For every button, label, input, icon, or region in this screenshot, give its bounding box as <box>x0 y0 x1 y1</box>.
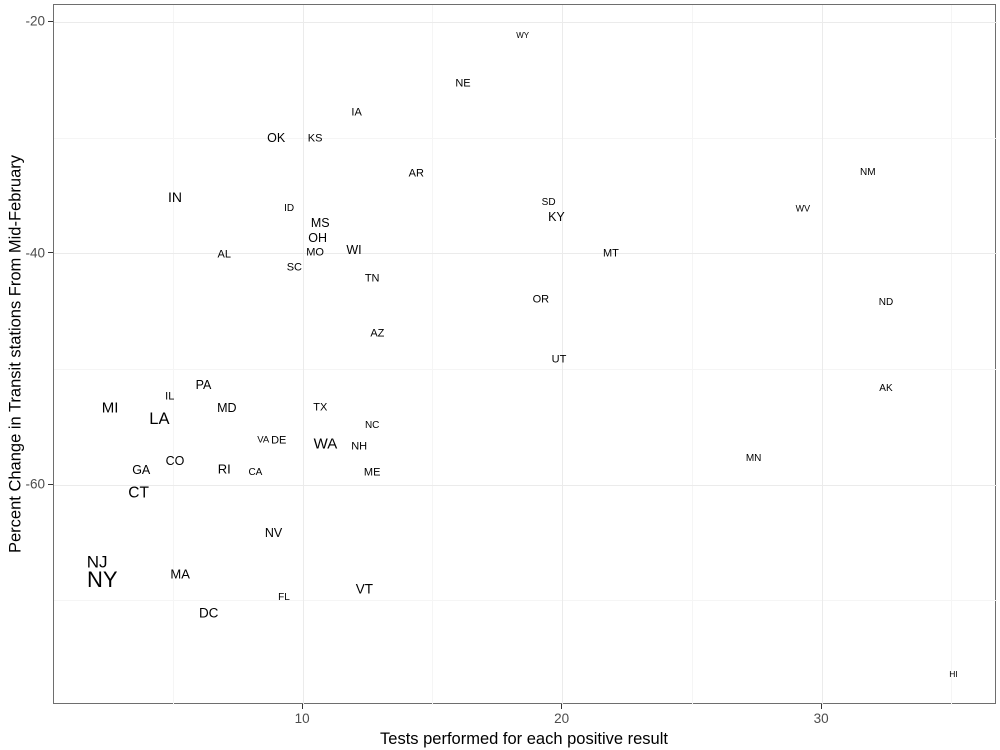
data-point-label-in: IN <box>167 189 182 206</box>
data-point-label-pa: PA <box>195 377 212 392</box>
y-axis-tick <box>48 20 53 22</box>
data-point-label-ct: CT <box>128 484 149 502</box>
data-point-label-co: CO <box>165 453 185 468</box>
data-point-label-ia: IA <box>351 106 362 119</box>
gridline-y-minor <box>54 137 997 139</box>
data-point-label-mo: MO <box>306 246 324 259</box>
x-axis-tick-label: 30 <box>813 711 829 726</box>
data-point-label-sd: SD <box>541 197 556 208</box>
data-point-label-mt: MT <box>602 247 619 260</box>
gridline-x-minor <box>951 5 953 705</box>
data-point-label-nv: NV <box>264 525 283 540</box>
data-point-label-hi: HI <box>949 668 958 679</box>
plot-panel <box>53 4 997 705</box>
x-axis-tick <box>820 704 822 709</box>
data-point-label-me: ME <box>363 466 381 479</box>
data-point-label-nh: NH <box>351 440 368 453</box>
data-point-label-ar: AR <box>408 167 424 180</box>
data-point-label-ca: CA <box>248 466 263 478</box>
data-point-label-dc: DC <box>198 604 219 620</box>
data-point-label-ms: MS <box>310 215 330 230</box>
gridline-x-major <box>302 5 304 705</box>
x-axis-tick <box>561 704 563 709</box>
data-point-label-al: AL <box>217 248 231 261</box>
x-axis-title: Tests performed for each positive result <box>380 730 668 748</box>
gridline-y-minor <box>54 368 997 370</box>
data-point-label-vt: VT <box>355 581 374 597</box>
data-point-label-tx: TX <box>313 401 328 414</box>
data-point-label-ma: MA <box>170 566 190 582</box>
y-axis-title: Percent Change in Transit stations From … <box>6 155 25 553</box>
data-point-label-nc: NC <box>364 420 380 432</box>
gridline-x-minor <box>432 5 434 705</box>
gridline-y-minor <box>54 600 997 602</box>
data-point-label-de: DE <box>271 434 287 447</box>
gridline-x-minor <box>691 5 693 705</box>
data-point-label-ri: RI <box>217 461 231 477</box>
data-point-label-id: ID <box>284 202 295 214</box>
x-axis-tick-label: 20 <box>554 711 570 726</box>
data-point-label-ga: GA <box>132 463 151 478</box>
y-axis-tick-label: -40 <box>25 245 45 260</box>
data-point-label-mn: MN <box>745 452 762 464</box>
data-point-label-nj: NJ <box>86 552 108 572</box>
data-point-label-il: IL <box>165 390 175 403</box>
y-axis-tick <box>48 483 53 485</box>
data-point-label-ky: KY <box>548 209 565 224</box>
y-axis-tick-label: -60 <box>25 476 45 492</box>
data-point-label-mi: MI <box>101 399 119 417</box>
x-axis-tick-label: 10 <box>294 711 310 726</box>
data-point-label-va: VA <box>257 434 270 446</box>
data-point-label-or: OR <box>532 293 550 306</box>
x-axis-tick <box>301 704 303 709</box>
gridline-x-major <box>821 5 823 705</box>
data-point-label-nm: NM <box>860 166 876 178</box>
data-point-label-ks: KS <box>307 132 323 145</box>
gridline-y-major <box>54 21 997 23</box>
data-point-label-ok: OK <box>267 130 286 145</box>
gridline-y-major <box>54 253 997 255</box>
data-point-label-nd: ND <box>878 296 894 308</box>
data-point-label-sc: SC <box>286 261 302 274</box>
data-point-label-tn: TN <box>364 272 380 285</box>
data-point-label-la: LA <box>149 410 170 429</box>
data-point-label-ny: NY <box>87 567 118 593</box>
y-axis-tick-label: -20 <box>25 13 45 29</box>
data-point-label-wv: WV <box>795 203 811 214</box>
data-point-label-fl: FL <box>278 591 290 603</box>
gridline-x-minor <box>172 5 174 705</box>
data-point-label-wa: WA <box>313 435 338 453</box>
data-point-label-wi: WI <box>346 243 362 258</box>
data-point-label-az: AZ <box>370 327 385 340</box>
gridline-x-major <box>562 5 564 705</box>
data-point-label-ut: UT <box>551 353 567 366</box>
data-point-label-ak: AK <box>879 383 893 395</box>
data-point-label-wy: WY <box>516 31 530 41</box>
data-point-label-oh: OH <box>308 230 328 245</box>
y-axis-tick <box>48 252 53 254</box>
data-point-label-ne: NE <box>455 77 471 90</box>
data-point-label-md: MD <box>217 400 237 415</box>
gridline-y-major <box>54 484 997 486</box>
